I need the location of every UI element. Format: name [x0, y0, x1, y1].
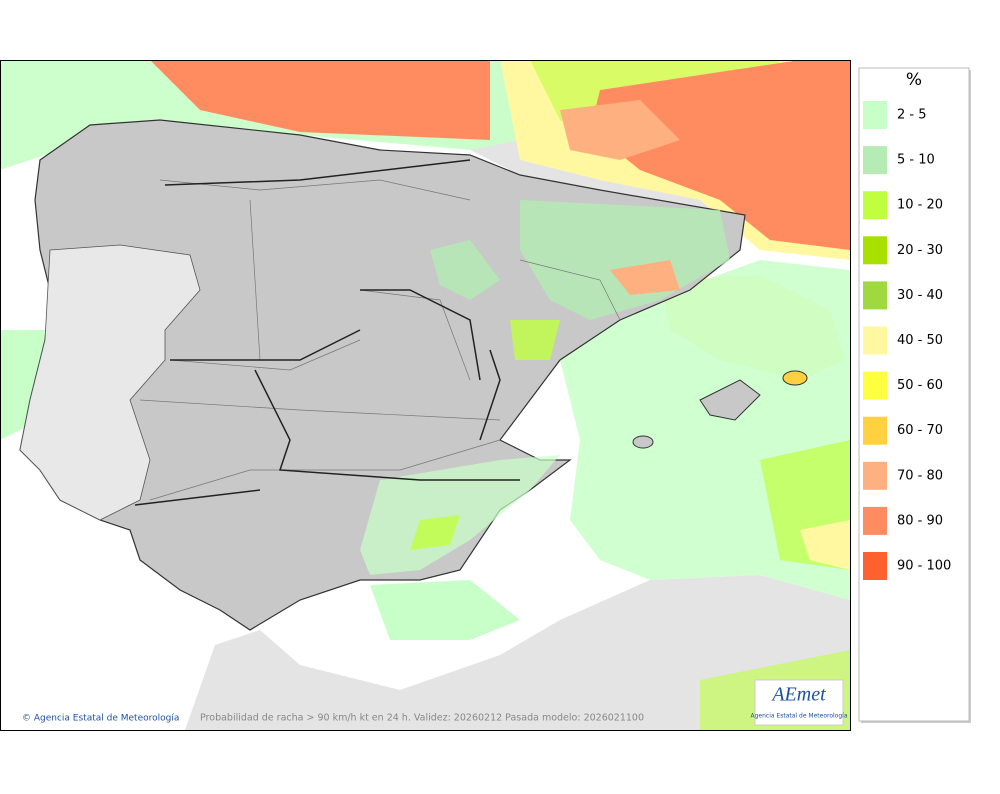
copyright: © Agencia Estatal de Meteorología	[22, 714, 179, 724]
logo-box	[754, 679, 844, 726]
map: AEmet Agencia Estatal de Meteorología	[0, 60, 850, 730]
legend-swatch	[863, 552, 887, 580]
legend-label: 50 - 60	[897, 378, 943, 393]
legend-swatch	[863, 191, 887, 220]
legend-label: 5 - 10	[897, 153, 935, 168]
logo-subtitle: Agencia Estatal de Meteorología	[751, 713, 848, 720]
legend-label: 20 - 30	[897, 243, 943, 258]
legend-swatch	[863, 146, 887, 175]
legend-label: 90 - 100	[897, 559, 951, 574]
legend-swatch	[863, 506, 887, 535]
legend-swatch	[863, 236, 887, 265]
legend-swatch	[863, 281, 887, 310]
legend-label: 80 - 90	[897, 513, 943, 528]
legend-label: 2 - 5	[897, 108, 927, 123]
legend-label: 40 - 50	[897, 333, 943, 348]
legend-label: 70 - 80	[897, 468, 943, 483]
legend-title: %	[906, 70, 922, 90]
legend-swatch	[863, 461, 887, 490]
legend-swatch	[863, 416, 887, 445]
legend-label: 60 - 70	[897, 423, 943, 438]
legend-label: 30 - 40	[897, 288, 943, 303]
legend-swatch	[863, 101, 887, 129]
caption: Probabilidad de racha > 90 km/h kt en 24…	[200, 713, 644, 724]
legend-label: 10 - 20	[897, 198, 943, 213]
map-frame	[0, 60, 851, 731]
legend-swatch	[863, 326, 887, 355]
legend-swatch	[863, 371, 887, 400]
logo-name: AEmet	[770, 684, 826, 706]
